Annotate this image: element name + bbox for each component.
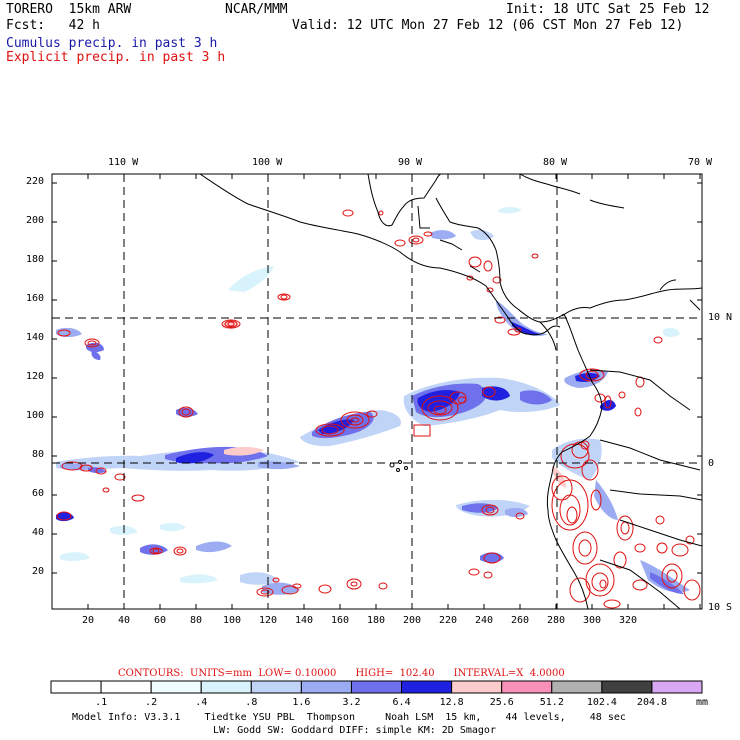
colorbar-cell xyxy=(200,680,252,694)
colorbar-label: 204.8 xyxy=(636,697,668,708)
colorbar-cell xyxy=(50,680,102,694)
y-tick-label: 200 xyxy=(26,215,45,226)
map-frame xyxy=(51,173,703,610)
x-tick-label: 160 xyxy=(331,615,350,626)
model-info: Model Info: V3.3.1 Tiedtke YSU PBL Thomp… xyxy=(72,712,626,723)
lon-label-110w: 110 W xyxy=(108,157,139,168)
field-explicit-label: Explicit precip. in past 3 h xyxy=(6,50,226,65)
x-tick-label: 60 xyxy=(154,615,167,626)
colorbar-cell xyxy=(501,680,553,694)
axis-ticks xyxy=(52,174,702,609)
valid-time: Valid: 12 UTC Mon 27 Feb 12 (06 CST Mon … xyxy=(292,18,684,33)
colorbar-cell xyxy=(350,680,403,694)
x-tick-label: 140 xyxy=(295,615,314,626)
lat-label-0: 0 xyxy=(708,458,715,469)
lat-label-10n: 10 N xyxy=(708,312,733,323)
colorbar-label: 6.4 xyxy=(392,697,411,708)
y-tick-label: 180 xyxy=(26,254,45,265)
x-tick-label: 280 xyxy=(547,615,566,626)
colorbar-label: .2 xyxy=(145,697,158,708)
y-tick-label: 60 xyxy=(32,488,45,499)
colorbar-label: 12.8 xyxy=(439,697,464,708)
y-tick-label: 120 xyxy=(26,371,45,382)
lon-label-100w: 100 W xyxy=(252,157,283,168)
colorbar-label: 102.4 xyxy=(586,697,617,708)
colorbar xyxy=(50,680,703,694)
x-tick-label: 260 xyxy=(511,615,530,626)
x-tick-label: 100 xyxy=(223,615,242,626)
colorbar-cell xyxy=(401,680,453,694)
lon-label-70w: 70 W xyxy=(688,157,713,168)
contours-info: CONTOURS: UNITS=mm LOW= 0.10000 HIGH= 10… xyxy=(118,668,565,679)
coastlines xyxy=(199,174,702,609)
colorbar-cell xyxy=(250,680,302,694)
lon-label-80w: 80 W xyxy=(543,157,568,168)
y-tick-label: 40 xyxy=(32,527,45,538)
y-tick-label: 160 xyxy=(26,293,45,304)
colorbar-label: 3.2 xyxy=(342,697,361,708)
colorbar-label: .1 xyxy=(95,697,108,708)
colorbar-label: .8 xyxy=(245,697,258,708)
map-frame-bg xyxy=(52,174,702,609)
x-tick-label: 240 xyxy=(475,615,494,626)
organization: NCAR/MMM xyxy=(225,2,288,17)
cumulus-precip-fill xyxy=(56,207,690,595)
colorbar-cell xyxy=(551,680,603,694)
colorbar-cell xyxy=(300,680,352,694)
x-tick-label: 40 xyxy=(118,615,131,626)
y-tick-label: 140 xyxy=(26,332,45,343)
lon-label-90w: 90 W xyxy=(398,157,423,168)
x-tick-label: 80 xyxy=(190,615,203,626)
colorbar-label: 1.6 xyxy=(292,697,311,708)
x-tick-label: 200 xyxy=(403,615,422,626)
colorbar-cell xyxy=(601,680,653,694)
colorbar-label: 25.6 xyxy=(489,697,514,708)
colorbar-cell xyxy=(651,680,703,694)
y-tick-label: 220 xyxy=(26,176,45,187)
forecast-hour: Fcst: 42 h xyxy=(6,18,100,33)
x-tick-label: 300 xyxy=(583,615,602,626)
colorbar-cell xyxy=(100,680,152,694)
colorbar-label: 51.2 xyxy=(539,697,564,708)
colorbar-label: .4 xyxy=(195,697,208,708)
x-tick-label: 120 xyxy=(259,615,278,626)
field-cumulus-label: Cumulus precip. in past 3 h xyxy=(6,36,218,51)
x-tick-label: 20 xyxy=(82,615,95,626)
x-tick-label: 180 xyxy=(367,615,386,626)
lat-lon-grid xyxy=(52,174,702,609)
y-tick-label: 20 xyxy=(32,566,45,577)
init-time: Init: 18 UTC Sat 25 Feb 12 xyxy=(506,2,710,17)
model-name: TORERO 15km ARW xyxy=(6,2,132,17)
colorbar-cell xyxy=(150,680,202,694)
model-info-physics: LW: Godd SW: Goddard DIFF: simple KM: 2D… xyxy=(213,725,496,736)
x-tick-label: 220 xyxy=(439,615,458,626)
y-tick-label: 100 xyxy=(26,410,45,421)
y-tick-label: 80 xyxy=(32,449,45,460)
explicit-precip-contours xyxy=(56,209,701,609)
colorbar-unit: mm xyxy=(696,697,709,708)
colorbar-cell xyxy=(451,680,503,694)
x-tick-label: 320 xyxy=(619,615,638,626)
lat-label-10s: 10 S xyxy=(708,602,733,613)
